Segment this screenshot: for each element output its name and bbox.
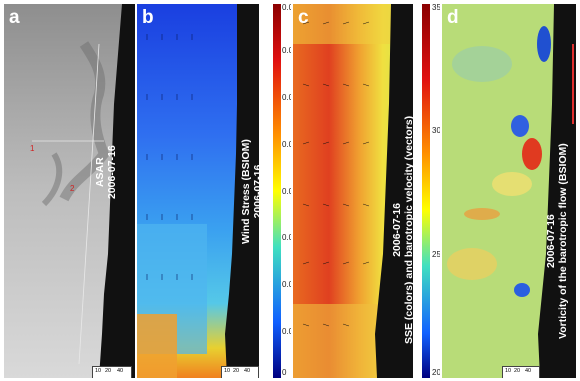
panel-b-label: Wind Stress (BSIOM) 2006-07-16 <box>240 139 264 244</box>
scale-bar-d: 10 20 40 <box>502 366 540 378</box>
panel-d: d 2006-07-16 Vorticity of the barotropic… <box>442 4 576 378</box>
colorbar-b-tick: 0.005 <box>282 327 291 336</box>
panel-c-label: 2006-07-16 SSE (colors) and barotropic v… <box>391 115 415 344</box>
panel-a: a 1 2 ASAR 2006-07-16 10 20 40 <box>4 4 135 378</box>
panel-d-letter: d <box>447 7 459 28</box>
colorbar-c <box>422 4 430 378</box>
panel-a-label: ASAR 2006-07-16 <box>94 145 118 199</box>
colorbar-b <box>273 4 281 378</box>
sar-image <box>4 4 135 378</box>
colorbar-b-tick: 0.01 <box>282 280 291 289</box>
scale-bar-a: 10 20 40 <box>92 366 132 378</box>
colorbar-b-tick: 0.025 <box>282 140 291 149</box>
colorbar-c-tick: 25 <box>432 250 440 259</box>
colorbar-b-tick: 0.015 <box>282 233 291 242</box>
colorbar-b-tick: 0.02 <box>282 187 291 196</box>
scale-bar-b: 10 20 40 <box>221 366 259 378</box>
vorticity-map <box>442 4 576 378</box>
marker-1: 1 <box>30 144 35 153</box>
colorbar-c-tick: 35 <box>432 4 440 12</box>
panel-d-label: 2006-07-16 Vorticity of the barotropic f… <box>545 143 569 339</box>
panel-c: c 2006-07-16 SSE (colors) and barotropic… <box>293 4 440 378</box>
colorbar-b-tick: 0.03 <box>282 93 291 102</box>
panel-b: b Wind Stress (BSIOM) 2006-07-16 0.04 0.… <box>137 4 291 378</box>
colorbar-b-tick: 0.04 <box>282 4 291 12</box>
panel-b-letter: b <box>142 7 154 28</box>
marker-2: 2 <box>70 184 75 193</box>
sse-velocity-map <box>293 4 430 378</box>
panel-c-letter: c <box>298 7 309 28</box>
colorbar-c-tick: 30 <box>432 126 440 135</box>
colorbar-b-tick: 0.035 <box>282 46 291 55</box>
colorbar-c-tick: 20 <box>432 368 440 377</box>
colorbar-b-tick: 0 <box>282 368 287 377</box>
wind-stress-map <box>137 4 281 378</box>
panel-a-letter: a <box>9 7 20 28</box>
